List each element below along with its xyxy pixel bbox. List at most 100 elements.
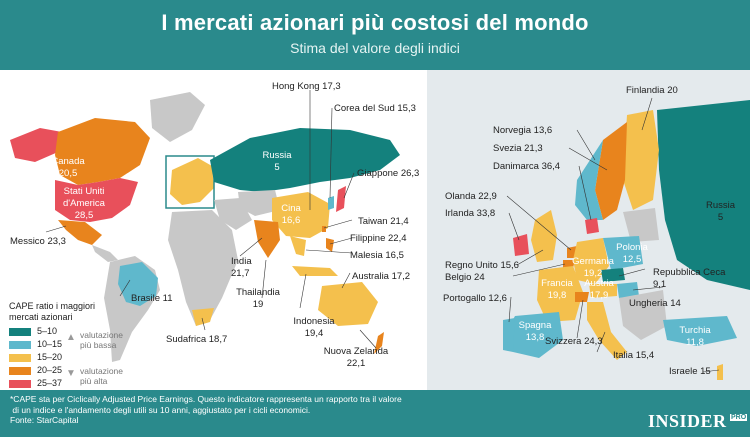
up-arrow-icon: ▲ bbox=[66, 332, 76, 343]
legend-low-note: valutazione più bassa bbox=[80, 330, 124, 350]
europe-map-svg bbox=[503, 97, 750, 380]
legend-swatch bbox=[9, 353, 31, 362]
eu-balkans-shape bbox=[619, 290, 667, 340]
eu-czech-shape bbox=[601, 268, 625, 282]
brazil-shape bbox=[118, 262, 158, 306]
europe-map: Finlandia 20 Norvegia 13,6 Svezia 21,3 D… bbox=[427, 70, 750, 390]
page-subtitle: Stima del valore degli indici bbox=[290, 40, 460, 56]
eu-denmark-shape bbox=[585, 218, 599, 234]
eu-israel-shape bbox=[717, 364, 723, 380]
legend-item-10-15: 10–15 bbox=[9, 339, 62, 349]
label-sudafrica: Sudafrica 18,7 bbox=[166, 334, 228, 345]
label-hong-kong: Hong Kong 17,3 bbox=[272, 81, 341, 92]
alaska-shape bbox=[10, 128, 62, 162]
eu-austria-shape bbox=[589, 284, 617, 298]
label-austria: Austria 17,9 bbox=[584, 278, 614, 301]
eu-hungary-shape bbox=[617, 282, 639, 298]
label-canada: Canada 20,5 bbox=[51, 156, 85, 179]
legend-item-25-37: 25–37 bbox=[9, 378, 62, 388]
mexico-shape bbox=[58, 220, 102, 245]
label-repubblica-ceca: Repubblica Ceca 9,1 bbox=[653, 267, 726, 290]
label-spagna: Spagna 13,8 bbox=[518, 320, 552, 343]
source-text: Fonte: StarCapital bbox=[10, 415, 79, 425]
label-turchia: Turchia 11,8 bbox=[679, 325, 711, 348]
label-indonesia: Indonesia 19,4 bbox=[293, 316, 335, 339]
label-svizzera: Svizzera 24,3 bbox=[545, 336, 603, 347]
label-india: India 21,7 bbox=[231, 256, 252, 279]
taiwan-shape bbox=[322, 226, 326, 232]
insider-logo: INSIDER bbox=[648, 411, 727, 431]
eu-spain-shape bbox=[507, 312, 563, 358]
eu-finland-shape bbox=[623, 110, 659, 210]
china-shape bbox=[272, 192, 330, 238]
label-taiwan: Taiwan 21,4 bbox=[358, 216, 409, 227]
label-thailandia: Thailandia 19 bbox=[236, 287, 280, 310]
page-title: I mercati azionari più costosi del mondo bbox=[161, 10, 589, 35]
central-america-shape bbox=[92, 245, 118, 262]
label-svezia: Svezia 21,3 bbox=[493, 143, 543, 154]
legend-item-20-25: 20–25 bbox=[9, 365, 62, 375]
south-africa-shape bbox=[192, 308, 214, 326]
eu-italy-shape bbox=[587, 302, 627, 360]
label-belgio: Belgio 24 bbox=[445, 272, 485, 283]
korea-shape bbox=[328, 196, 334, 210]
label-russia-europe: Russia 5 bbox=[706, 200, 736, 223]
africa-shape bbox=[168, 210, 238, 326]
footnote-text: *CAPE sta per Ciclically Adjusted Price … bbox=[10, 394, 402, 415]
indonesia-shape bbox=[292, 266, 338, 276]
eu-belgium-shape bbox=[563, 260, 575, 268]
label-ungheria: Ungheria 14 bbox=[629, 298, 681, 309]
world-map-svg bbox=[10, 90, 400, 362]
label-germania: Germania 19,2 bbox=[572, 256, 614, 279]
header-bar bbox=[0, 0, 750, 70]
footer-bar bbox=[0, 390, 750, 437]
label-francia: Francia 19,8 bbox=[541, 278, 573, 301]
label-usa: Stati Uniti d'America 28,5 bbox=[63, 186, 105, 221]
eu-france-shape bbox=[537, 266, 583, 322]
label-nuova-zelanda: Nuova Zelanda 22,1 bbox=[323, 346, 389, 369]
label-danimarca: Danimarca 36,4 bbox=[493, 161, 561, 172]
legend-item-15-20: 15–20 bbox=[9, 352, 62, 362]
eu-turkey-shape bbox=[663, 316, 737, 346]
label-cina: Cina 16,6 bbox=[281, 203, 301, 226]
label-brasile: Brasile 11 bbox=[131, 293, 173, 304]
eu-baltics-shape bbox=[623, 208, 659, 242]
legend-title: CAPE ratio i maggiori mercati azionari bbox=[9, 301, 96, 322]
legend-swatch bbox=[9, 327, 31, 336]
eu-poland-shape bbox=[603, 236, 643, 270]
down-arrow-icon: ▼ bbox=[66, 368, 76, 379]
label-italia: Italia 15,4 bbox=[613, 350, 655, 361]
label-messico: Messico 23,3 bbox=[10, 236, 66, 247]
central-asia-shape bbox=[238, 190, 280, 216]
label-corea-del-sud: Corea del Sud 15,3 bbox=[334, 103, 416, 114]
eu-germany-shape bbox=[573, 238, 609, 284]
label-norvegia: Norvegia 13,6 bbox=[493, 125, 553, 136]
eu-russia-shape bbox=[657, 100, 750, 290]
label-portogallo: Portogallo 12,6 bbox=[443, 293, 507, 304]
eu-portugal-shape bbox=[503, 318, 515, 352]
greenland-shape bbox=[150, 92, 205, 142]
eu-uk-shape bbox=[531, 210, 557, 262]
new-zealand-shape bbox=[374, 332, 384, 354]
australia-shape bbox=[318, 282, 378, 326]
label-olanda: Olanda 22,9 bbox=[445, 191, 497, 202]
label-israele: Israele 15 bbox=[669, 366, 711, 377]
footnote: *CAPE sta per Ciclically Adjusted Price … bbox=[10, 394, 570, 426]
eu-ireland-shape bbox=[513, 234, 529, 256]
label-russia-world: Russia 5 bbox=[262, 150, 292, 173]
insider-pro-badge: PRO bbox=[730, 414, 748, 421]
label-regno-unito: Regno Unito 15,6 bbox=[445, 260, 519, 271]
canada-shape bbox=[55, 118, 150, 185]
eu-switzerland-shape bbox=[575, 292, 589, 302]
legend-swatch bbox=[9, 366, 31, 375]
world-map: Hong Kong 17,3 Corea del Sud 15,3 Russia… bbox=[0, 70, 427, 390]
label-finlandia: Finlandia 20 bbox=[626, 85, 678, 96]
legend-item-5-10: 5–10 bbox=[9, 326, 57, 336]
legend-swatch bbox=[9, 379, 31, 388]
russia-shape bbox=[210, 128, 400, 192]
eu-norway-shape bbox=[575, 140, 603, 220]
label-filippine: Filippine 22,4 bbox=[350, 233, 407, 244]
southeast-asia-shape bbox=[290, 236, 306, 256]
europe-shape bbox=[170, 158, 214, 205]
label-malesia: Malesia 16,5 bbox=[350, 250, 404, 261]
